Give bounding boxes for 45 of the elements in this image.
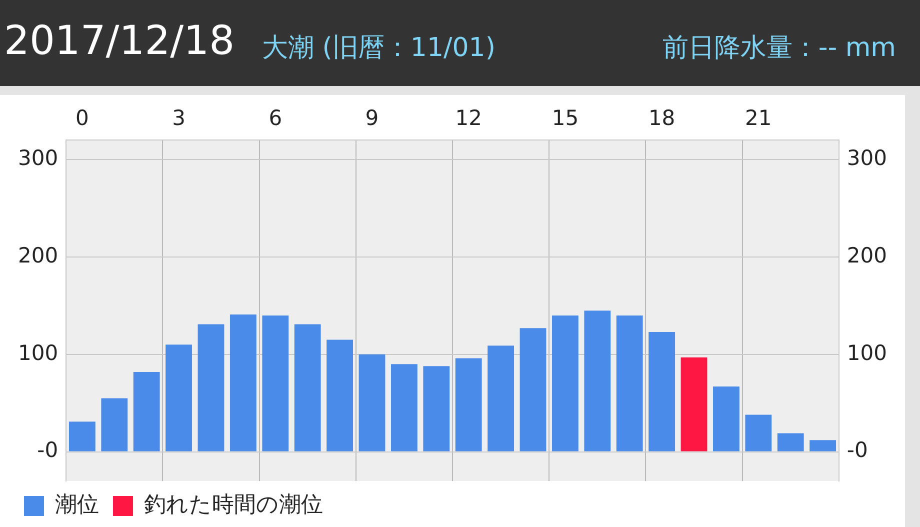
legend-label: 釣れた時間の潮位 — [144, 492, 323, 518]
bar — [294, 324, 321, 452]
x-tick-label: 12 — [455, 106, 482, 130]
bar — [616, 315, 643, 452]
legend-label: 潮位 — [55, 492, 99, 518]
bar — [810, 440, 836, 452]
y-tick-label: 100 — [18, 340, 58, 365]
y-tick-label: -0 — [37, 438, 58, 462]
bar — [713, 386, 740, 452]
bar — [230, 314, 256, 452]
y2-tick-label: 100 — [846, 340, 888, 365]
bar — [101, 398, 128, 452]
x-tick-label: 9 — [365, 106, 379, 130]
bar — [745, 414, 772, 452]
chart-title: 2017/12/18 — [4, 18, 235, 64]
bar — [584, 310, 611, 452]
y2-tick-label: -0 — [846, 438, 868, 462]
y-tick-label: 200 — [18, 244, 58, 268]
y2-tick-label: 200 — [846, 244, 888, 268]
x-tick-label: 21 — [745, 106, 772, 130]
x-tick-label: 6 — [268, 106, 282, 130]
bar — [358, 354, 386, 452]
bar — [133, 372, 160, 452]
x-tick-label: 0 — [75, 106, 89, 130]
y2-tick-label: 300 — [846, 146, 888, 170]
bar — [488, 346, 514, 452]
x-tick-label: 18 — [648, 106, 676, 130]
bar — [198, 324, 224, 452]
x-tick-label: 3 — [172, 106, 186, 130]
bar — [648, 332, 676, 452]
bar — [166, 344, 192, 452]
bar — [262, 315, 289, 452]
text: 前日降水量：-- mm — [662, 32, 896, 65]
bar — [680, 357, 708, 452]
bar — [777, 433, 804, 452]
bar — [552, 315, 578, 452]
x-tick-label: 15 — [552, 106, 579, 130]
bar — [423, 366, 450, 452]
bar — [520, 328, 546, 452]
bar — [390, 364, 418, 452]
bar — [68, 422, 96, 452]
bar — [455, 358, 482, 452]
bar — [326, 340, 353, 452]
chart-subtitle: 大潮 (旧暦：11/01) — [262, 32, 496, 65]
y-tick-label: 300 — [18, 146, 58, 170]
